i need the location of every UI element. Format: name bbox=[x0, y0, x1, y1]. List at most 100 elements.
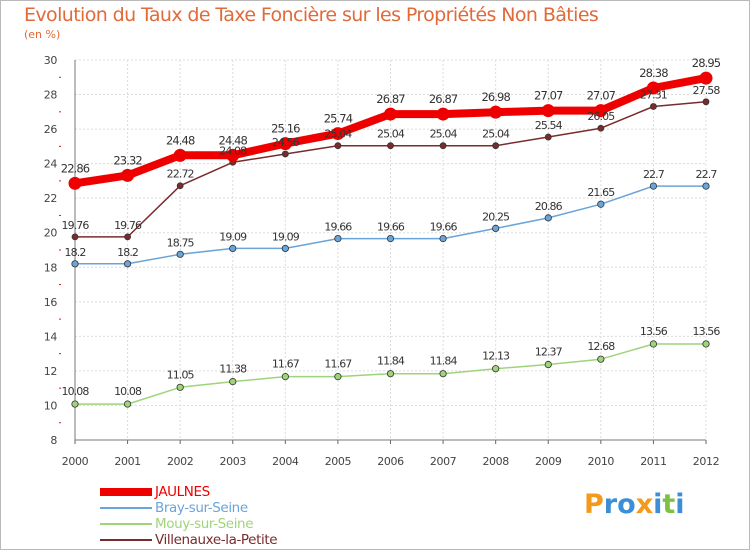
logo-letter: i bbox=[675, 489, 685, 520]
x-tick-label: 2002 bbox=[167, 455, 193, 468]
data-point bbox=[436, 107, 450, 121]
data-point bbox=[384, 107, 397, 121]
data-point bbox=[68, 176, 82, 190]
y-tick-label: 12 bbox=[44, 365, 57, 378]
logo-letter: x bbox=[635, 489, 654, 520]
data-label: 22.72 bbox=[167, 168, 194, 181]
data-point bbox=[439, 235, 447, 243]
proxiti-logo: Proxiti bbox=[584, 489, 685, 520]
data-point bbox=[544, 214, 552, 222]
data-label: 26.98 bbox=[481, 90, 510, 104]
legend-swatch bbox=[100, 539, 152, 541]
data-point bbox=[281, 373, 289, 381]
data-label: 21.65 bbox=[587, 186, 615, 199]
y-tick-label: 8 bbox=[50, 434, 57, 447]
data-point bbox=[597, 355, 605, 363]
data-label: 18.75 bbox=[167, 236, 195, 249]
y-tick-label: 24 bbox=[44, 158, 58, 171]
data-label: 22.7 bbox=[643, 168, 665, 181]
data-label: 26.05 bbox=[587, 110, 615, 123]
data-point bbox=[597, 200, 605, 208]
data-point bbox=[597, 124, 605, 132]
chart-subtitle: (en %) bbox=[24, 28, 61, 41]
series-mouy-sur-seine bbox=[71, 340, 710, 408]
data-label: 25.04 bbox=[430, 128, 458, 141]
legend-label: Mouy-sur-Seine bbox=[155, 516, 254, 532]
data-point bbox=[650, 103, 657, 110]
data-point bbox=[229, 244, 237, 253]
data-label: 12.68 bbox=[587, 340, 615, 353]
series-layer bbox=[68, 71, 713, 408]
data-label: 11.84 bbox=[430, 355, 458, 368]
data-label: 18.2 bbox=[117, 246, 138, 259]
data-label: 23.32 bbox=[113, 153, 142, 167]
series-villenauxe-la-petite bbox=[71, 98, 710, 241]
data-point bbox=[544, 360, 552, 369]
data-label: 25.04 bbox=[482, 128, 510, 141]
y-tick-label: 20 bbox=[44, 227, 58, 240]
legend-label: Bray-sur-Seine bbox=[155, 500, 248, 516]
data-label: 24.48 bbox=[219, 133, 248, 147]
data-point bbox=[439, 370, 447, 378]
data-point bbox=[699, 71, 713, 85]
legend-swatch bbox=[100, 523, 152, 525]
logo-letter: i bbox=[653, 489, 663, 520]
data-label: 11.05 bbox=[167, 368, 195, 381]
legend-swatch bbox=[100, 507, 152, 509]
data-label: 22.86 bbox=[61, 161, 90, 175]
data-point bbox=[334, 373, 342, 381]
data-point bbox=[123, 400, 132, 408]
x-tick-label: 2006 bbox=[377, 455, 404, 468]
x-tick-label: 2003 bbox=[220, 455, 247, 468]
data-label: 25.04 bbox=[324, 128, 352, 141]
x-tick-label: 2008 bbox=[482, 455, 509, 468]
data-point bbox=[649, 340, 658, 348]
data-point bbox=[123, 260, 132, 268]
data-label: 25.74 bbox=[324, 112, 353, 126]
data-label: 11.38 bbox=[219, 363, 247, 376]
data-point bbox=[541, 104, 555, 118]
series-bray-sur-seine bbox=[71, 182, 710, 268]
data-label: 12.37 bbox=[535, 346, 563, 359]
data-point bbox=[334, 235, 342, 243]
data-point bbox=[492, 142, 500, 150]
data-label: 28.38 bbox=[639, 66, 668, 80]
x-tick-label: 2005 bbox=[325, 455, 352, 468]
data-label: 20.25 bbox=[482, 210, 510, 223]
data-point bbox=[702, 182, 710, 190]
data-point bbox=[386, 235, 395, 243]
data-point bbox=[71, 233, 79, 241]
y-tick-label: 26 bbox=[44, 123, 58, 136]
data-point bbox=[646, 81, 660, 95]
data-label: 25.54 bbox=[535, 119, 563, 132]
data-label: 26.87 bbox=[376, 92, 405, 106]
data-label: 28.95 bbox=[692, 56, 721, 70]
data-label: 13.56 bbox=[640, 325, 668, 338]
legend-swatch bbox=[100, 488, 152, 496]
data-label: 19.76 bbox=[62, 219, 90, 232]
data-label: 19.66 bbox=[324, 221, 352, 234]
data-label: 19.09 bbox=[219, 230, 247, 243]
chart-title: Evolution du Taux de Taxe Foncière sur l… bbox=[24, 4, 599, 26]
y-tick-label: 30 bbox=[44, 54, 58, 67]
data-label: 24.08 bbox=[219, 144, 247, 157]
data-label: 22.7 bbox=[696, 168, 718, 181]
data-label: 20.86 bbox=[535, 200, 563, 213]
x-tick-label: 2009 bbox=[535, 455, 562, 468]
data-point bbox=[702, 340, 710, 348]
data-point bbox=[334, 142, 342, 150]
data-label: 11.67 bbox=[324, 358, 352, 371]
data-label: 19.09 bbox=[272, 230, 300, 243]
data-point bbox=[278, 137, 292, 151]
data-point bbox=[176, 250, 184, 258]
data-point bbox=[387, 142, 394, 150]
y-tick-label: 18 bbox=[44, 261, 58, 274]
legend-label: Villenauxe-la-Petite bbox=[155, 532, 278, 548]
data-point bbox=[331, 127, 345, 141]
y-tick-label: 28 bbox=[44, 89, 58, 102]
series-jaulnes bbox=[68, 71, 713, 190]
data-point bbox=[173, 148, 187, 162]
x-tick-label: 2011 bbox=[640, 455, 666, 468]
data-label: 10.08 bbox=[62, 385, 90, 398]
